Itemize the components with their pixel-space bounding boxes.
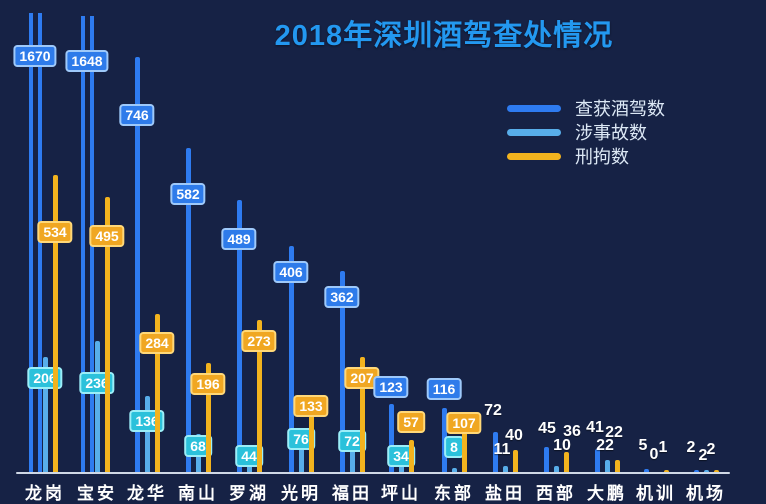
x-axis-label-10: 盐田	[485, 484, 525, 503]
bar-series3-cat7	[360, 357, 365, 472]
value-label-series1-cat13: 5	[638, 437, 648, 454]
value-label-series3-cat9: 107	[446, 412, 482, 434]
bar-series3-cat1	[53, 175, 58, 472]
bar-series1-cat11	[544, 447, 549, 472]
x-axis-label-9: 东部	[434, 484, 474, 503]
value-label-series1-cat7: 362	[324, 286, 360, 308]
bar-series1-cat10	[493, 432, 498, 472]
x-axis-label-2: 宝安	[77, 484, 117, 503]
x-axis-label-3: 龙华	[127, 484, 167, 503]
value-label-series3-cat13: 1	[658, 439, 668, 456]
x-axis-label-4: 南山	[178, 484, 218, 503]
bar-series3-cat14	[714, 470, 719, 472]
legend-item-accidents-involved[interactable]: 涉事故数	[507, 120, 665, 144]
value-label-series2-cat10: 11	[493, 441, 511, 458]
value-label-series1-cat11: 45	[538, 420, 556, 437]
value-label-series1-cat10: 72	[484, 402, 502, 419]
x-axis-label-7: 福田	[332, 484, 372, 503]
value-label-series2-cat12: 22	[596, 437, 614, 454]
bar-series3-cat13	[664, 470, 669, 472]
value-label-series3-cat14: 2	[706, 441, 716, 458]
value-label-series3-cat2: 495	[89, 225, 125, 247]
value-label-series2-cat5: 44	[235, 445, 263, 467]
x-axis-label-12: 大鹏	[587, 484, 627, 503]
legend-label: 查获酒驾数	[575, 99, 665, 119]
value-label-series3-cat10: 40	[505, 427, 523, 444]
bar-series2-cat9	[452, 468, 457, 472]
x-axis-label-5: 罗湖	[229, 484, 269, 503]
bar-series2-cat2	[95, 341, 100, 472]
legend-item-drunk-driving-caught[interactable]: 查获酒驾数	[507, 96, 665, 120]
value-label-series1-cat14: 2	[686, 439, 696, 456]
value-label-series2-cat9: 8	[444, 436, 464, 458]
bar-series2-cat12	[605, 460, 610, 472]
value-label-series1-cat4: 582	[170, 183, 206, 205]
bar-series2-cat6	[299, 430, 304, 472]
bar-series3-cat10	[513, 450, 518, 472]
bar-series1-cat3	[135, 57, 140, 472]
value-label-series3-cat7: 207	[344, 367, 380, 389]
value-label-series1-cat9: 116	[426, 378, 462, 400]
value-label-series3-cat1: 534	[37, 221, 73, 243]
bar-series1-cat8	[389, 404, 394, 472]
bar-series3-cat12	[615, 460, 620, 472]
x-axis-label-11: 西部	[536, 484, 576, 503]
legend: 查获酒驾数 涉事故数 刑拘数	[507, 96, 665, 168]
x-axis-label-1: 龙岗	[25, 484, 65, 503]
value-label-series1-cat5: 489	[221, 228, 257, 250]
value-label-series2-cat7: 72	[338, 430, 366, 452]
bar-series1-cat4	[186, 148, 191, 472]
x-axis-label-14: 机场	[686, 484, 726, 503]
x-axis-line	[16, 472, 730, 474]
legend-swatch-blue	[507, 104, 561, 112]
value-label-series1-cat3: 746	[119, 104, 155, 126]
bar-series3-cat8	[409, 440, 414, 472]
legend-swatch-yellow	[507, 152, 561, 160]
value-label-series3-cat5: 273	[241, 330, 277, 352]
bar-series2-cat3	[145, 396, 150, 472]
value-label-series2-cat6: 76	[287, 428, 315, 450]
value-label-series2-cat11: 10	[553, 437, 571, 454]
legend-item-criminal-detention[interactable]: 刑拘数	[507, 144, 665, 168]
bar-series3-cat9	[462, 413, 467, 472]
value-label-series3-cat8: 57	[397, 411, 425, 433]
bar-series2-cat7	[350, 432, 355, 472]
value-label-series1-cat8: 123	[373, 376, 409, 398]
legend-label: 刑拘数	[575, 147, 629, 167]
bar-series3-cat2	[105, 197, 110, 472]
value-label-series3-cat3: 284	[139, 332, 175, 354]
value-label-series1-cat1: 1670	[13, 45, 57, 67]
bar-series1-cat13	[644, 469, 649, 472]
bar-series1-cat14	[694, 470, 699, 472]
x-axis-label-6: 光明	[281, 484, 321, 503]
value-label-series3-cat6: 133	[293, 395, 329, 417]
x-axis-label-13: 机训	[636, 484, 676, 503]
chart-title: 2018年深圳酒驾查处情况	[274, 20, 614, 52]
bar-series3-cat4	[206, 363, 211, 472]
value-label-series2-cat13: 0	[649, 446, 659, 463]
bar-series3-cat6	[309, 398, 314, 472]
bar-series2-cat10	[503, 466, 508, 472]
value-label-series3-cat12: 22	[605, 424, 623, 441]
bar-series1-cat12	[595, 449, 600, 472]
value-label-series1-cat12: 41	[586, 419, 604, 436]
value-label-series1-cat6: 406	[273, 261, 309, 283]
value-label-series3-cat11: 36	[563, 423, 581, 440]
bar-series2-cat14	[704, 470, 709, 472]
value-label-series1-cat2: 1648	[65, 50, 109, 72]
value-label-series3-cat4: 196	[190, 373, 226, 395]
bar-series1-cat6	[289, 246, 294, 472]
bar-series2-cat11	[554, 466, 559, 472]
bar-series3-cat3	[155, 314, 160, 472]
legend-label: 涉事故数	[575, 123, 647, 143]
bar-series1-cat5	[237, 200, 242, 472]
bar-series3-cat11	[564, 452, 569, 472]
legend-swatch-lightblue	[507, 128, 561, 136]
bar-series1-cat7	[340, 271, 345, 472]
value-label-series2-cat14: 2	[698, 447, 708, 464]
bar-series2-cat1	[43, 357, 48, 472]
bar-series3-cat5	[257, 320, 262, 472]
x-axis-label-8: 坪山	[381, 484, 421, 503]
